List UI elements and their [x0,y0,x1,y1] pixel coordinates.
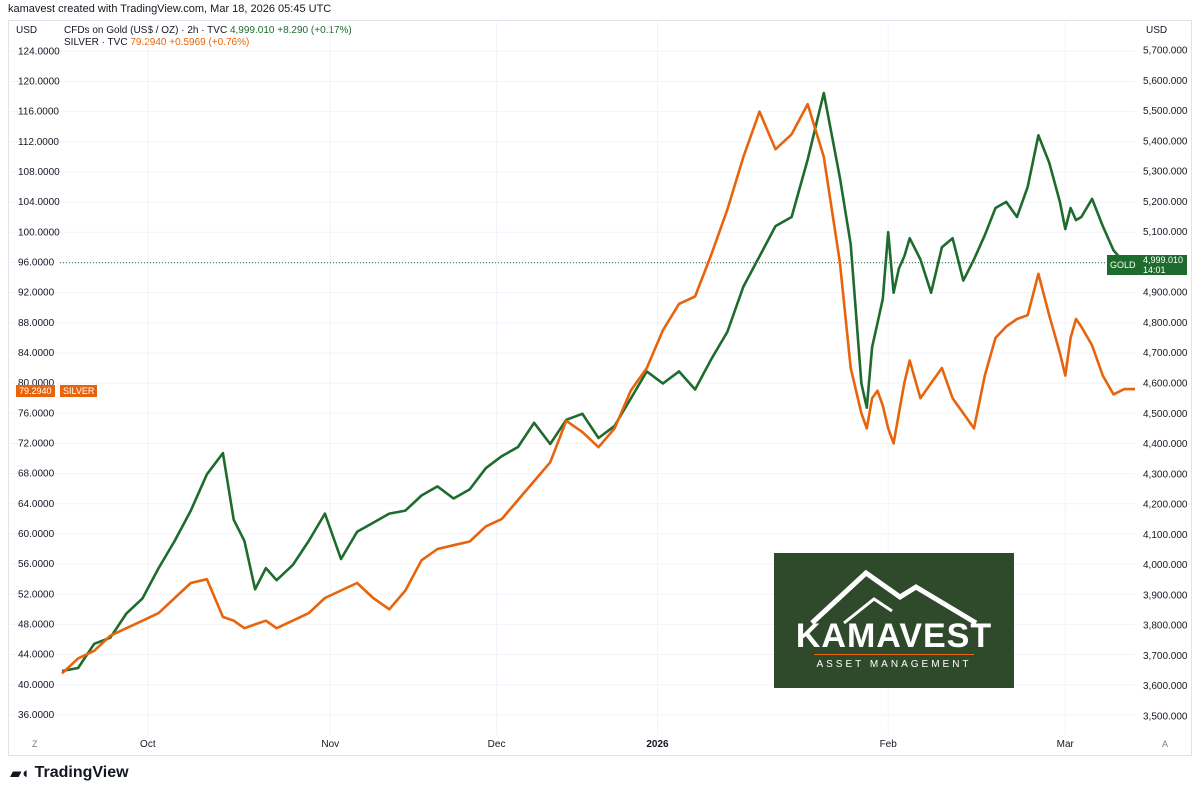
right-axis-tick-label: 4,800.000 [1143,318,1188,329]
left-axis-tick-label: 76.0000 [18,408,55,419]
left-axis-tick-label: 40.0000 [18,680,55,691]
x-axis-tick-label: Nov [321,739,339,750]
right-axis-tick-label: 4,600.000 [1143,378,1188,389]
chart-credit: kamavest created with TradingView.com, M… [8,3,332,15]
right-axis-tick-label: 4,400.000 [1143,439,1188,450]
left-axis-tick-label: 80.0000 [18,378,55,389]
right-axis-tick-label: 4,100.000 [1143,530,1188,541]
legend-gold-name: CFDs on Gold (US$ / OZ) · 2h · TVC [64,25,228,36]
left-axis-tick-label: 104.0000 [18,197,60,208]
left-axis-unit: USD [16,25,38,36]
x-axis-tick-label: Mar [1057,739,1075,750]
right-axis-unit: USD [1146,25,1168,36]
legend-silver-price: 79.2940 [130,37,167,48]
legend-silver-row[interactable]: SILVER · TVC 79.2940 +0.5969 (+0.76%) [64,37,352,49]
left-axis-tick-label: 44.0000 [18,650,55,661]
kamavest-watermark: KAMAVEST ASSET MANAGEMENT [774,553,1014,688]
right-axis-tick-label: 5,200.000 [1143,197,1188,208]
watermark-brand: KAMAVEST [795,617,993,655]
watermark-divider [814,654,974,655]
legend: CFDs on Gold (US$ / OZ) · 2h · TVC 4,999… [64,25,352,49]
gold-price-badge: GOLD 4,999.010 14:01 [1107,255,1187,275]
right-axis-tick-label: 4,500.000 [1143,409,1188,420]
left-axis-tick-label: 108.0000 [18,167,60,178]
left-axis-tick-label: 96.0000 [18,257,55,268]
right-axis-tick-label: 3,900.000 [1143,590,1188,601]
left-axis-tick-label: 84.0000 [18,348,55,359]
x-axis-tick-label: Oct [140,739,156,750]
watermark-tagline: ASSET MANAGEMENT [816,659,972,670]
legend-silver-change: +0.5969 (+0.76%) [169,37,250,48]
right-axis-tick-label: 5,500.000 [1143,106,1188,117]
x-axis-tick-label: Feb [880,739,898,750]
left-axis-tick-label: 88.0000 [18,318,55,329]
left-axis-tick-label: 112.0000 [18,137,59,148]
right-axis-tick-label: 5,100.000 [1143,227,1188,238]
x-axis-tick-label: 2026 [646,739,669,750]
legend-gold-row[interactable]: CFDs on Gold (US$ / OZ) · 2h · TVC 4,999… [64,25,352,37]
tradingview-logo[interactable]: ▰◖ TradingView [10,764,129,782]
gold-badge-value: 4,999.010 [1143,255,1184,265]
left-axis-tick-label: 52.0000 [18,589,55,600]
gold-badge-label: GOLD [1110,260,1136,270]
legend-silver-name: SILVER · TVC [64,37,128,48]
left-axis-tick-label: 68.0000 [18,469,55,480]
auto-scale-toggle[interactable]: A [1162,739,1169,749]
tradingview-mark-icon: ▰◖ [10,765,30,782]
right-axis-tick-label: 5,600.000 [1143,76,1188,87]
legend-gold-change: +8.290 (+0.17%) [277,25,352,36]
zoom-toggle[interactable]: Z [32,739,38,749]
mountain-logo-icon [810,569,978,626]
x-axis-tick-label: Dec [488,739,506,750]
silver-name-badge: SILVER [60,385,98,397]
right-axis-tick-label: 5,300.000 [1143,167,1188,178]
right-axis-tick-label: 3,500.000 [1143,711,1188,722]
right-axis-tick-label: 4,700.000 [1143,348,1188,359]
left-axis-tick-label: 124.0000 [18,46,60,57]
legend-gold-price: 4,999.010 [229,25,275,36]
left-axis-tick-label: 120.0000 [18,76,60,87]
left-axis-tick-label: 60.0000 [18,529,55,540]
chart-frame [8,20,1192,756]
right-axis-tick-label: 4,300.000 [1143,469,1188,480]
left-axis-tick-label: 36.0000 [18,710,55,721]
left-axis-tick-label: 56.0000 [18,559,55,570]
left-axis-tick-label: 116.0000 [18,107,59,118]
left-axis-tick-label: 100.0000 [18,227,60,238]
left-axis-tick-label: 48.0000 [18,619,55,630]
left-axis-tick-label: 64.0000 [18,499,55,510]
right-axis-tick-label: 4,000.000 [1143,560,1188,571]
silver-series-line [61,102,1135,675]
right-axis-tick-label: 5,700.000 [1143,46,1188,57]
left-axis-tick-label: 92.0000 [18,288,55,299]
gold-series-line [61,91,1135,673]
silver-price-badge: 79.2940 [16,385,55,397]
right-axis-tick-label: 4,900.000 [1143,288,1188,299]
right-axis-tick-label: 3,700.000 [1143,651,1188,662]
right-axis-tick-label: 4,200.000 [1143,500,1188,511]
tradingview-brand: TradingView [34,764,129,781]
gold-badge-time: 14:01 [1143,265,1166,275]
right-axis-tick-label: 5,400.000 [1143,136,1188,147]
right-axis-tick-label: 3,800.000 [1143,621,1188,632]
right-axis-tick-label: 3,600.000 [1143,681,1188,692]
left-axis-tick-label: 72.0000 [18,438,55,449]
